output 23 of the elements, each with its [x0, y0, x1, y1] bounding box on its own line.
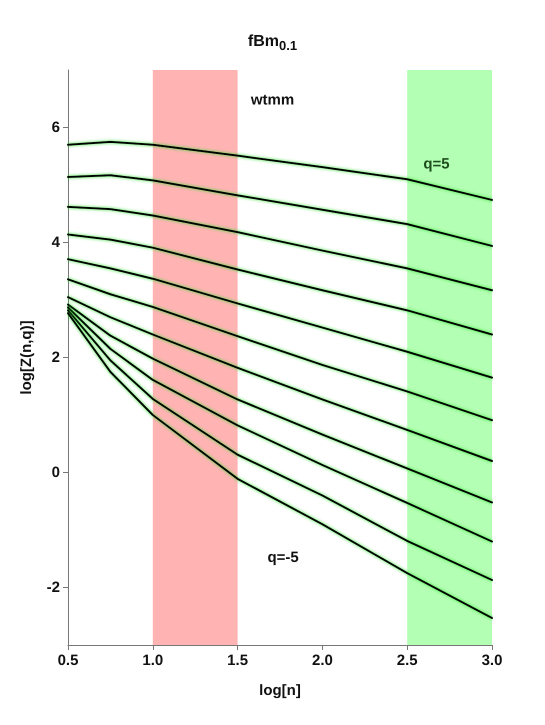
annotation: wtmm — [250, 92, 294, 109]
x-tick-label: 3.0 — [482, 652, 502, 669]
line-series — [67, 174, 493, 247]
line-series — [67, 233, 493, 336]
y-axis-title: log[Z(n,q)] — [18, 320, 35, 395]
annotation: q=5 — [423, 155, 450, 172]
y-tick-label: -2 — [46, 579, 60, 596]
line-series — [67, 278, 493, 422]
x-tick-label: 0.5 — [58, 652, 78, 669]
x-tick-label: 2.0 — [312, 652, 333, 669]
line-series — [67, 140, 493, 201]
y-tick-label: 2 — [52, 349, 60, 366]
annotation: q=-5 — [267, 548, 299, 566]
x-tick-label: 2.5 — [396, 652, 418, 669]
x-axis-title: log[n] — [259, 682, 301, 699]
x-tick-label: 1.0 — [142, 652, 164, 669]
x-tick-label: 1.5 — [227, 652, 248, 669]
line-series — [67, 296, 493, 462]
line-series — [67, 258, 493, 379]
y-tick-label: 0 — [52, 464, 60, 481]
y-tick-label: 6 — [52, 119, 60, 136]
y-tick-label: 4 — [52, 234, 61, 251]
line-series — [67, 206, 493, 292]
